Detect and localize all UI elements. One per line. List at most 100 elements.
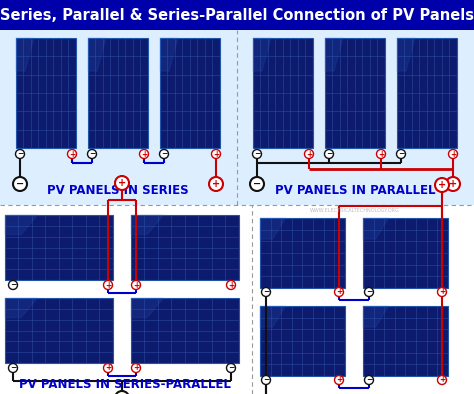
Text: +: + — [228, 281, 234, 290]
Bar — [363, 218, 448, 288]
Circle shape — [209, 177, 223, 191]
Circle shape — [9, 281, 18, 290]
Bar — [0, 30, 474, 205]
Text: −: − — [398, 149, 404, 158]
Bar — [5, 215, 113, 280]
Circle shape — [103, 281, 112, 290]
Circle shape — [115, 176, 129, 190]
Text: +: + — [336, 375, 342, 385]
Circle shape — [13, 177, 27, 191]
Text: +: + — [141, 149, 147, 158]
Circle shape — [253, 149, 262, 158]
Circle shape — [9, 364, 18, 372]
Text: −: − — [89, 149, 95, 158]
Polygon shape — [363, 218, 389, 239]
Bar — [131, 215, 239, 280]
Text: PV PANELS IN SERIES-PARALLEL: PV PANELS IN SERIES-PARALLEL — [19, 379, 231, 392]
Text: +: + — [213, 149, 219, 158]
Circle shape — [325, 149, 334, 158]
Circle shape — [16, 149, 25, 158]
Circle shape — [448, 149, 457, 158]
Bar — [88, 38, 148, 148]
Circle shape — [139, 149, 148, 158]
Text: +: + — [439, 375, 445, 385]
Bar — [397, 38, 457, 148]
Circle shape — [335, 375, 344, 385]
Circle shape — [376, 149, 385, 158]
Text: −: − — [118, 393, 126, 394]
Circle shape — [435, 178, 449, 192]
Polygon shape — [325, 38, 343, 71]
Polygon shape — [88, 38, 106, 71]
Polygon shape — [260, 218, 285, 239]
Circle shape — [446, 177, 460, 191]
Circle shape — [115, 391, 129, 394]
Text: +: + — [438, 180, 446, 190]
Bar — [131, 298, 239, 363]
Polygon shape — [160, 38, 178, 71]
Polygon shape — [5, 215, 37, 234]
Text: +: + — [306, 149, 312, 158]
Text: +: + — [69, 149, 75, 158]
Text: −: − — [10, 281, 16, 290]
Text: PV PANELS IN SERIES: PV PANELS IN SERIES — [47, 184, 189, 197]
Circle shape — [262, 288, 271, 297]
Polygon shape — [131, 215, 164, 234]
Circle shape — [227, 364, 236, 372]
Text: PV PANELS IN PARALLEL: PV PANELS IN PARALLEL — [275, 184, 435, 197]
Text: −: − — [366, 288, 372, 297]
Circle shape — [159, 149, 168, 158]
Text: −: − — [161, 149, 167, 158]
Bar — [325, 38, 385, 148]
Polygon shape — [253, 38, 271, 71]
Polygon shape — [131, 298, 164, 318]
Circle shape — [304, 149, 313, 158]
Circle shape — [250, 177, 264, 191]
Circle shape — [211, 149, 220, 158]
Text: +: + — [439, 288, 445, 297]
Text: −: − — [326, 149, 332, 158]
Bar — [16, 38, 76, 148]
Circle shape — [88, 149, 97, 158]
Bar — [260, 218, 345, 288]
Text: −: − — [16, 179, 24, 189]
Text: +: + — [118, 178, 126, 188]
Text: Series, Parallel & Series-Parallel Connection of PV Panels: Series, Parallel & Series-Parallel Conne… — [0, 7, 474, 22]
Circle shape — [365, 288, 374, 297]
Text: −: − — [366, 375, 372, 385]
Text: −: − — [253, 179, 261, 189]
Circle shape — [67, 149, 76, 158]
Text: +: + — [336, 288, 342, 297]
Text: +: + — [133, 281, 139, 290]
Polygon shape — [260, 306, 285, 327]
Bar — [5, 298, 113, 363]
Polygon shape — [5, 298, 37, 318]
Circle shape — [262, 375, 271, 385]
Text: +: + — [378, 149, 384, 158]
Text: +: + — [450, 149, 456, 158]
Bar — [260, 306, 345, 376]
Text: −: − — [17, 149, 23, 158]
Circle shape — [438, 375, 447, 385]
Text: −: − — [254, 149, 260, 158]
Text: +: + — [133, 364, 139, 372]
Text: −: − — [228, 364, 234, 372]
Text: WWW.ELECTRICALTECHNOLOGY.ORG: WWW.ELECTRICALTECHNOLOGY.ORG — [310, 208, 400, 212]
Circle shape — [438, 288, 447, 297]
Text: +: + — [105, 364, 111, 372]
Text: −: − — [263, 288, 269, 297]
Text: −: − — [263, 375, 269, 385]
Text: −: − — [10, 364, 16, 372]
Circle shape — [335, 288, 344, 297]
Circle shape — [103, 364, 112, 372]
Text: +: + — [105, 281, 111, 290]
Bar — [160, 38, 220, 148]
Bar — [0, 0, 474, 30]
Circle shape — [227, 281, 236, 290]
Polygon shape — [397, 38, 415, 71]
Circle shape — [396, 149, 405, 158]
Bar — [253, 38, 313, 148]
Circle shape — [131, 364, 140, 372]
Text: +: + — [212, 179, 220, 189]
Text: +: + — [449, 179, 457, 189]
